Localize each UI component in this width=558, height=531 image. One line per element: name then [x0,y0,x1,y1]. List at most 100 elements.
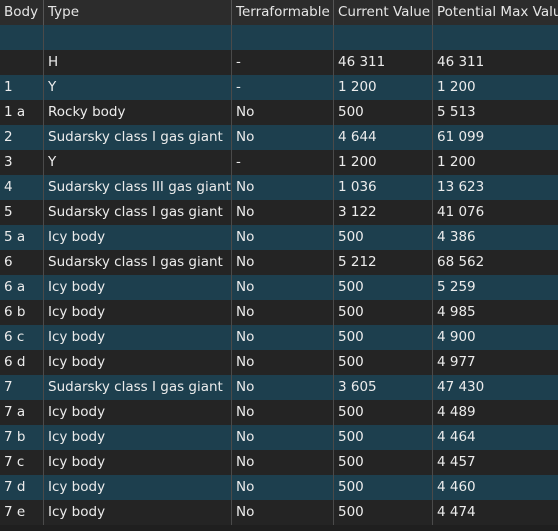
table-row[interactable]: 6 Sudarsky class I gas giant No 5 212 68 562 [0,250,558,275]
current-value-cell: 500 [334,350,433,375]
body-cell: 6 b [0,300,44,325]
blank-cell [44,25,232,50]
body-cell: 1 a [0,100,44,125]
type-cell: Rocky body [44,100,232,125]
terraformable-cell: No [232,450,334,475]
table-body: H -46 311 46 311 1 Y -1 200 1 200 1 a Rocky body… [0,50,558,525]
type-cell: Icy body [44,450,232,475]
body-cell: 7 a [0,400,44,425]
current-value-cell: 500 [334,300,433,325]
terraformable-cell: No [232,100,334,125]
current-value-cell: 46 311 [334,50,433,75]
body-cell [0,50,44,75]
table-header-row: Body Type Terraformable Current Value Po… [0,0,558,25]
table-row[interactable]: 6 b Icy body No 500 4 985 [0,300,558,325]
table-row[interactable]: 5 Sudarsky class I gas giant No 3 122 41 076 [0,200,558,225]
current-value-cell: 500 [334,425,433,450]
table-row[interactable]: 5 a Icy body No 500 4 386 [0,225,558,250]
terraformable-cell: No [232,250,334,275]
potential-max-value-cell: 4 474 [437,504,476,520]
current-value-cell: 3 122 [334,200,433,225]
table-row[interactable]: 2 Sudarsky class I gas giant No 4 644 61 099 [0,125,558,150]
potential-max-value-cell: 4 464 [437,429,476,445]
body-cell: 5 [0,200,44,225]
terraformable-cell: No [232,475,334,500]
potential-max-value-cell: 4 900 [437,329,476,345]
terraformable-cell: No [232,175,334,200]
potential-max-value-cell: 13 623 [437,179,485,195]
table-row[interactable]: 6 c Icy body No 500 4 900 [0,325,558,350]
type-cell: Y [44,75,232,100]
current-value-cell: 1 036 [334,175,433,200]
current-value-cell: 500 [334,325,433,350]
table-row[interactable]: 6 a Icy body No 500 5 259 [0,275,558,300]
body-cell: 7 b [0,425,44,450]
current-value-cell: 1 200 [334,75,433,100]
terraformable-cell: No [232,400,334,425]
table-row[interactable]: 7 Sudarsky class I gas giant No 3 605 47 430 [0,375,558,400]
type-cell: Icy body [44,475,232,500]
body-cell: 7 e [0,500,44,525]
table-row[interactable]: 7 e Icy body No 500 4 474 [0,500,558,525]
blank-cell [433,25,558,50]
current-value-cell: 4 644 [334,125,433,150]
terraformable-cell: - [232,75,334,100]
terraformable-cell: No [232,375,334,400]
type-cell: Icy body [44,350,232,375]
body-cell: 7 d [0,475,44,500]
type-cell: Sudarsky class I gas giant [44,250,232,275]
body-cell: 1 [0,75,44,100]
current-value-cell: 3 605 [334,375,433,400]
type-cell: Icy body [44,500,232,525]
potential-max-value-cell: 4 460 [437,479,476,495]
potential-max-value-cell: 68 562 [437,254,485,270]
current-value-cell: 500 [334,275,433,300]
current-value-cell: 500 [334,475,433,500]
potential-max-value-cell: 5 513 [437,104,476,120]
table-row[interactable]: 4 Sudarsky class III gas giant No 1 036 13 6… [0,175,558,200]
type-cell: Y [44,150,232,175]
column-header-type[interactable]: Type [44,0,232,25]
terraformable-cell: No [232,500,334,525]
body-cell: 4 [0,175,44,200]
body-cell: 5 a [0,225,44,250]
blank-cell [334,25,433,50]
terraformable-cell: No [232,125,334,150]
potential-max-value-cell: 4 977 [437,354,476,370]
current-value-cell: 1 200 [334,150,433,175]
terraformable-cell: No [232,300,334,325]
type-cell: Icy body [44,275,232,300]
type-cell: H [44,50,232,75]
table-row[interactable]: 7 d Icy body No 500 4 460 [0,475,558,500]
terraformable-cell: No [232,275,334,300]
table-row[interactable]: 7 c Icy body No 500 4 457 [0,450,558,475]
table-row[interactable]: H -46 311 46 311 [0,50,558,75]
terraformable-cell: No [232,425,334,450]
type-cell: Sudarsky class I gas giant [44,125,232,150]
current-value-cell: 5 212 [334,250,433,275]
column-header-current-value[interactable]: Current Value [334,0,433,25]
table-row[interactable]: 7 b Icy body No 500 4 464 [0,425,558,450]
body-cell: 2 [0,125,44,150]
body-cell: 6 a [0,275,44,300]
current-value-cell: 500 [334,100,433,125]
table-row[interactable]: 1 a Rocky body No 500 5 513 [0,100,558,125]
current-value-cell: 500 [334,500,433,525]
table-row[interactable]: 7 a Icy body No 500 4 489 [0,400,558,425]
table-row[interactable]: 6 d Icy body No 500 4 977 [0,350,558,375]
potential-max-value-cell: 4 985 [437,304,476,320]
potential-max-value-cell: 4 489 [437,404,476,420]
type-cell: Icy body [44,400,232,425]
blank-cell [0,25,44,50]
column-header-terraformable[interactable]: Terraformable [232,0,334,25]
potential-max-value-cell: 4 457 [437,454,476,470]
column-header-body[interactable]: Body [0,0,44,25]
column-header-potential-max-value[interactable]: Potential Max Value [437,4,558,20]
terraformable-cell: - [232,50,334,75]
blank-row[interactable] [0,25,558,50]
potential-max-value-cell: 47 430 [437,379,485,395]
terraformable-cell: No [232,325,334,350]
